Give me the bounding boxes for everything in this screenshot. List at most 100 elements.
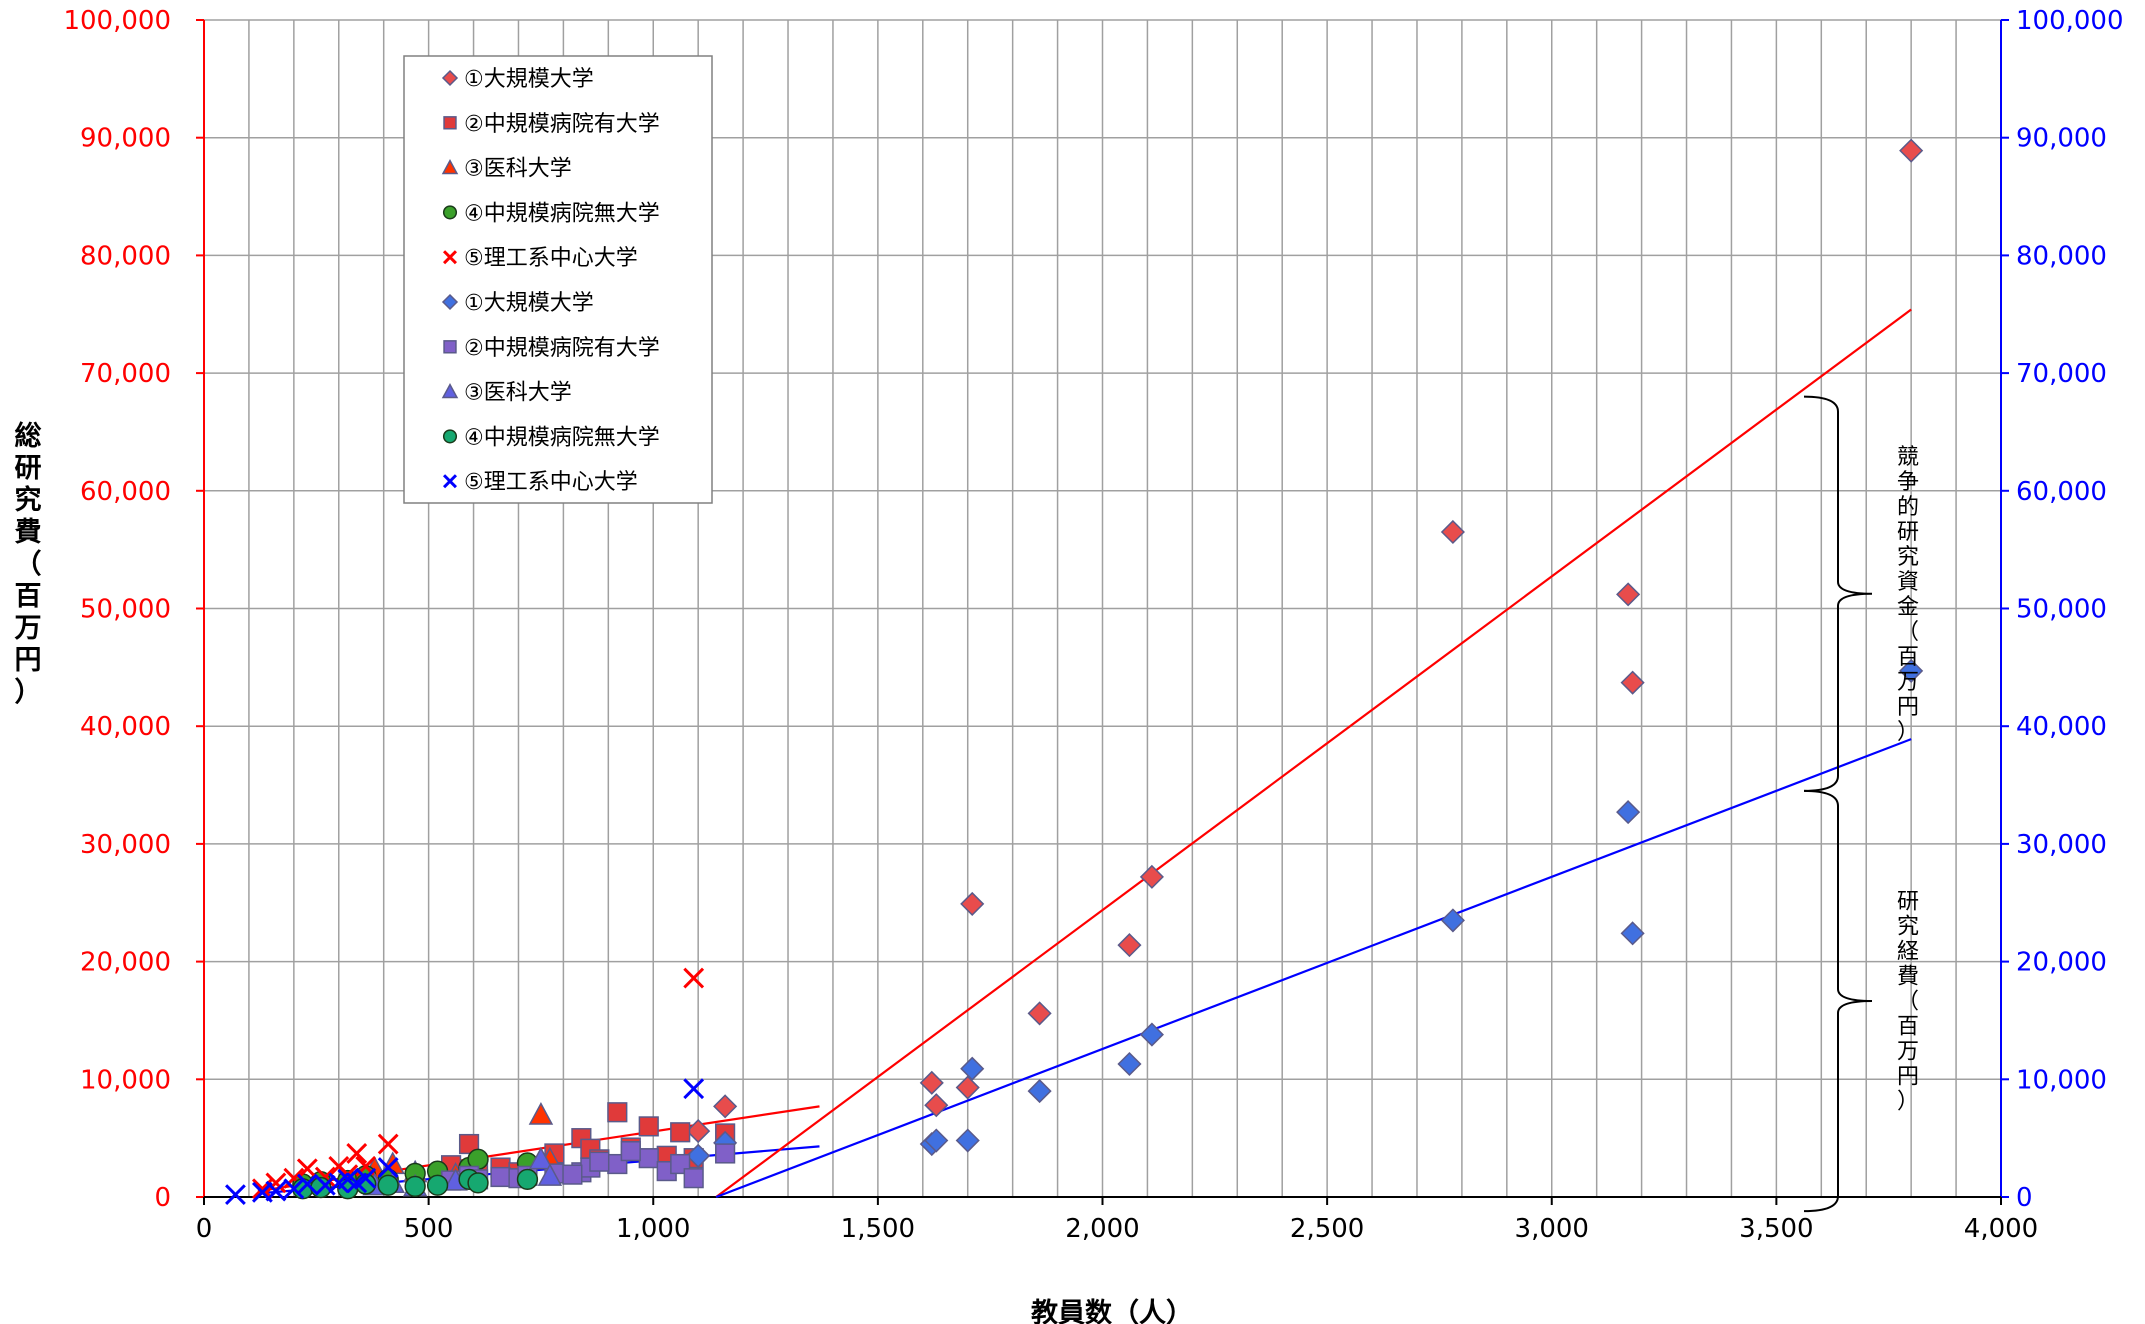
left-tick-label: 20,000: [80, 948, 171, 978]
right-tick-label: 20,000: [2016, 948, 2107, 978]
x-stroke: [683, 1078, 705, 1100]
data-point: [683, 1078, 705, 1100]
data-point: [426, 1174, 449, 1196]
x-stroke: [337, 1168, 359, 1190]
data-point: [638, 1116, 659, 1137]
data-point: [377, 1133, 399, 1155]
data-point: [458, 1133, 480, 1155]
brace: [1803, 395, 1873, 792]
data-point: [562, 1164, 583, 1185]
legend-marker: [442, 429, 458, 444]
data-point: [355, 1167, 377, 1189]
legend-marker: [441, 383, 459, 399]
legend-entry: ③医科大学: [464, 381, 572, 406]
data-point: [1440, 908, 1465, 933]
legend-marker: [441, 69, 459, 87]
data-point: [265, 1180, 287, 1202]
left-tick-label: 30,000: [80, 830, 171, 860]
data-point: [1620, 921, 1645, 946]
axes: 0 10,000 20,000 30,000 40,000 50,000 60,000 70,…: [63, 6, 2123, 1244]
data-point: [404, 1175, 426, 1198]
right-tick-label: 80,000: [2016, 241, 2107, 271]
x-tick-label: 4,000: [1964, 1214, 2038, 1244]
legend-marker: [443, 340, 457, 354]
data-point: [1027, 1079, 1052, 1104]
data-point: [377, 1174, 399, 1196]
x-stroke: [377, 1157, 399, 1178]
data-point: [1139, 1022, 1164, 1047]
data-point: [607, 1102, 628, 1123]
data-point: [377, 1157, 399, 1178]
left-tick-label: 0: [154, 1183, 171, 1213]
right-tick-label: 50,000: [2016, 595, 2107, 625]
brace-annotations: 競争的研究資金（百万円） 研究経費（百万円）: [1803, 395, 1919, 1213]
data-point: [638, 1148, 659, 1169]
x-tick-label: 2,500: [1290, 1214, 1364, 1244]
data-point: [960, 1056, 985, 1081]
brace: [1803, 789, 1873, 1213]
data-point: [346, 1143, 368, 1164]
x-stroke: [314, 1174, 336, 1196]
data-point: [1139, 864, 1164, 889]
right-tick-label: 70,000: [2016, 359, 2107, 389]
legend-marker: [442, 250, 458, 265]
x-stroke: [283, 1178, 305, 1200]
data-point: [516, 1168, 539, 1190]
data-point: [537, 1163, 563, 1186]
right-tick-label: 100,000: [2016, 6, 2124, 36]
legend-marker: [443, 116, 457, 130]
legend-entry: ②中規模病院有大学: [464, 336, 660, 361]
x-stroke: [355, 1167, 377, 1189]
axis-titles: 教員数（人） 総研究費（百万円）: [15, 420, 1194, 1324]
data-point: [960, 891, 985, 916]
data-point: [1616, 582, 1641, 607]
x-stroke: [346, 1143, 368, 1164]
data-point: [490, 1166, 511, 1188]
left-tick-label: 10,000: [80, 1065, 171, 1095]
data-point: [1616, 800, 1641, 825]
legend-entry: ⑤理工系中心大学: [464, 246, 638, 271]
x-tick-label: 3,500: [1739, 1214, 1813, 1244]
data-point: [225, 1184, 246, 1206]
data-point: [670, 1122, 691, 1143]
data-point: [467, 1172, 489, 1194]
data-point: [683, 967, 705, 989]
x-stroke: [683, 967, 705, 989]
data-point: [955, 1075, 980, 1100]
data-point: [683, 1168, 704, 1189]
legend-entry: ⑤理工系中心大学: [464, 470, 638, 495]
x-stroke: [296, 1173, 318, 1195]
legend-marker: [441, 293, 459, 311]
data-point: [589, 1151, 610, 1172]
legend-box: [403, 55, 713, 504]
trendline: [715, 308, 1912, 1198]
right-tick-label: 30,000: [2016, 830, 2107, 860]
right-tick-label: 90,000: [2016, 124, 2107, 154]
legend-entry: ④中規模病院無大学: [464, 425, 660, 450]
right-tick-label: 10,000: [2016, 1065, 2107, 1095]
x-stroke: [296, 1158, 318, 1180]
legend-entry: ①大規模大学: [464, 291, 594, 316]
legend: ①大規模大学 ②中規模病院有大学 ③医科大学 ④中規模病院無大学 ⑤理工系中心大学 ①大規…: [403, 55, 713, 504]
data-points: [225, 138, 1924, 1206]
right-tick-label: 40,000: [2016, 712, 2107, 742]
legend-marker: [441, 159, 459, 175]
data-point: [713, 1094, 738, 1119]
data-point: [620, 1140, 641, 1162]
data-point: [1620, 670, 1645, 695]
x-tick-label: 0: [196, 1214, 213, 1244]
data-point: [919, 1070, 944, 1095]
x-tick-label: 2,000: [1065, 1214, 1139, 1244]
brace-label: 研究経費（百万円）: [1897, 890, 1919, 1115]
data-point: [1117, 933, 1142, 958]
data-point: [528, 1146, 554, 1170]
brace-label: 競争的研究資金（百万円）: [1897, 445, 1919, 745]
legend-entry: ③医科大学: [464, 157, 572, 182]
data-point: [1027, 1001, 1052, 1026]
data-point: [686, 1119, 711, 1144]
data-point: [265, 1172, 287, 1194]
x-stroke: [265, 1180, 287, 1202]
x-stroke: [251, 1181, 273, 1203]
x-tick-label: 1,500: [841, 1214, 915, 1244]
